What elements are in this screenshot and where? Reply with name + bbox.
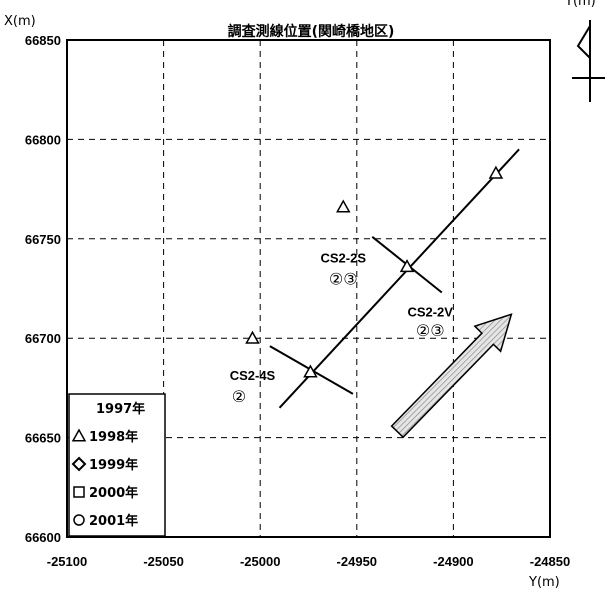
x-tick-label: -25050 — [143, 554, 183, 569]
legend-label: 2001年 — [89, 513, 138, 529]
point-triangle — [245, 330, 260, 344]
y-axis-label: X(m) — [4, 14, 36, 29]
x-tick-label: -24850 — [530, 554, 570, 569]
legend-label: 1998年 — [89, 429, 138, 445]
annotation-cs2-4s-nums: ② — [232, 387, 246, 406]
x-tick-label: -25000 — [240, 554, 280, 569]
y-tick-label: 66800 — [25, 132, 61, 147]
legend-marker-circle — [73, 514, 85, 526]
y-tick-label: 66600 — [25, 530, 61, 545]
flow-arrow — [390, 313, 513, 439]
point-triangle — [399, 259, 415, 273]
annotation-cs2-2v: CS2-2V — [407, 304, 453, 319]
x-tick-label: -24950 — [337, 554, 377, 569]
plot-frame — [66, 39, 551, 538]
annotation-cs2-2s: CS2-2S — [321, 251, 367, 266]
annotation-cs2-4s: CS2-4S — [230, 368, 276, 383]
chart-title: 調査測線位置(関崎橋地区) — [228, 23, 395, 40]
y-tick-label: 66650 — [25, 431, 61, 446]
annotation-cs2-2s-nums: ②③ — [329, 270, 358, 289]
data-points — [245, 165, 504, 378]
legend-label: 1999年 — [89, 457, 138, 473]
legend: 1997年 1998年 1999年 2000年 2001年 — [68, 393, 166, 537]
legend-label: 1997年 — [96, 401, 145, 417]
point-triangle — [336, 199, 351, 213]
legend-marker-square — [73, 486, 85, 498]
point-triangle — [303, 364, 318, 378]
y-tick-label: 66850 — [25, 33, 61, 48]
y-tick-label: 66750 — [25, 232, 61, 247]
north-arrow-icon — [572, 20, 605, 102]
y-tick-label: 66700 — [25, 331, 61, 346]
north-axis-label: Y(m) — [564, 0, 596, 9]
legend-marker-triangle — [71, 428, 87, 442]
x-tick-label: -24900 — [433, 554, 473, 569]
legend-marker-diamond — [71, 456, 87, 472]
annotations: CS2-2S ②③ CS2-2V ②③ CS2-4S ② — [230, 251, 454, 406]
tick-labels: -25100 -25050 -25000 -24950 -24900 -24850 6660… — [25, 33, 570, 569]
flow-arrow-icon — [390, 313, 513, 439]
survey-line-main-line — [278, 148, 520, 409]
annotation-cs2-2v-nums: ②③ — [416, 321, 445, 340]
legend-label: 2000年 — [89, 485, 138, 501]
x-tick-label: -25100 — [47, 554, 87, 569]
x-axis-label: Y(m) — [528, 575, 560, 590]
point-triangle — [488, 165, 504, 179]
